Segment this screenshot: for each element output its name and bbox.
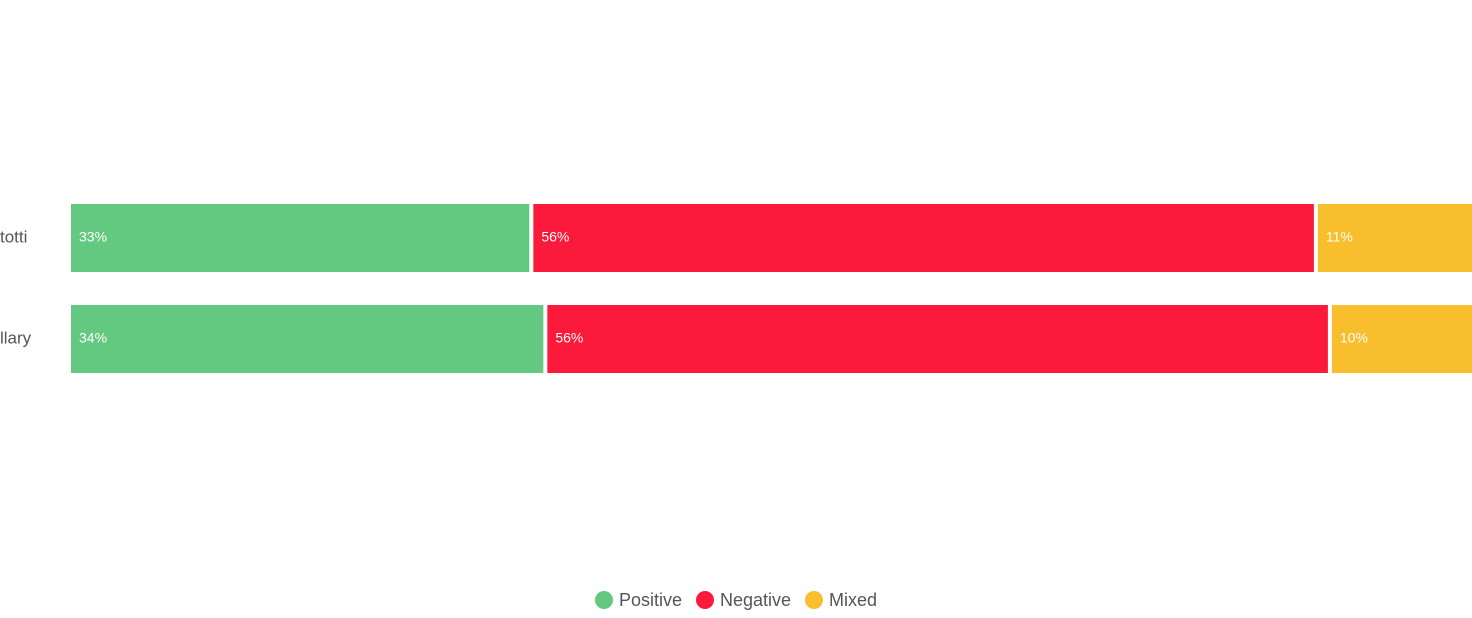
- legend-swatch-negative: [695, 591, 714, 609]
- data-label-positive-llary: 34%: [79, 330, 107, 346]
- legend-item-mixed[interactable]: Mixed: [805, 590, 877, 611]
- chart-legend: Positive Negative Mixed: [0, 586, 1472, 614]
- bar-segment-negative-totti[interactable]: [533, 204, 1314, 272]
- bar-segment-negative-llary[interactable]: [547, 305, 1328, 373]
- legend-label-negative: Negative: [719, 589, 792, 610]
- legend-label-mixed: Mixed: [829, 589, 878, 610]
- bar-segment-mixed-totti[interactable]: [1317, 204, 1472, 272]
- category-label-totti: totti: [0, 227, 27, 246]
- legend-item-negative[interactable]: Negative: [695, 589, 792, 611]
- legend-item-positive[interactable]: Positive: [594, 589, 682, 611]
- legend-label-positive: Positive: [618, 589, 682, 610]
- data-label-mixed-totti: 11%: [1326, 229, 1353, 245]
- bar-segment-positive-llary[interactable]: [71, 305, 544, 373]
- category-label-llary: llary: [0, 328, 32, 347]
- data-label-negative-llary: 56%: [555, 330, 583, 346]
- data-label-positive-totti: 33%: [79, 229, 107, 245]
- legend-swatch-positive: [594, 591, 613, 609]
- bar-segment-positive-totti[interactable]: [71, 204, 530, 272]
- data-label-mixed-llary: 10%: [1340, 330, 1368, 346]
- data-label-negative-totti: 56%: [541, 229, 569, 245]
- legend-swatch-mixed: [805, 591, 824, 609]
- bar-segment-mixed-llary[interactable]: [1331, 305, 1472, 373]
